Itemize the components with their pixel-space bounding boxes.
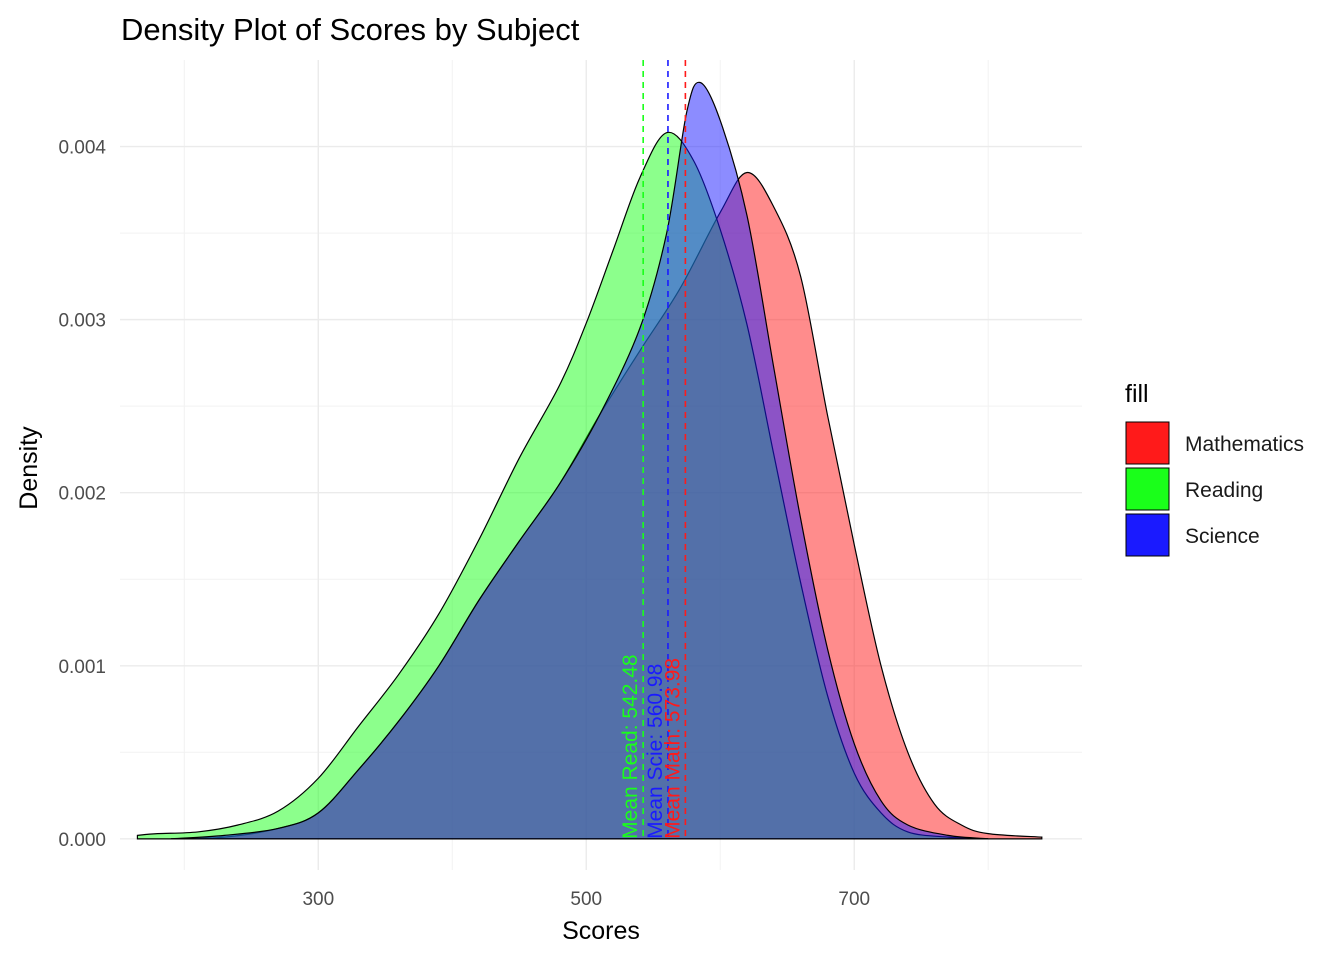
legend-swatch: [1125, 467, 1170, 511]
y-axis-title: Density: [15, 426, 43, 510]
mean-labels: Mean Math: 573.98 Mean Read: 542.48 Mean S…: [619, 654, 684, 838]
mean-label-mathematics: Mean Math: 573.98: [661, 658, 684, 839]
chart-title: Density Plot of Scores by Subject: [121, 12, 580, 47]
mean-label-science: Mean Scie: 560.98: [644, 664, 667, 839]
legend: fill Mathematics Reading Science: [1125, 380, 1304, 557]
mean-lines: [642, 60, 687, 839]
mean-label-reading: Mean Read: 542.48: [619, 654, 642, 838]
y-tick-label: 0.003: [58, 311, 106, 332]
legend-label: Mathematics: [1185, 433, 1304, 456]
x-tick-label: 500: [570, 889, 602, 910]
density-areas: [136, 81, 1043, 840]
legend-label: Reading: [1185, 479, 1263, 502]
density-area-science: [170, 81, 989, 840]
y-tick-label: 0.000: [58, 830, 106, 851]
legend-swatch: [1125, 421, 1170, 465]
legend-title: fill: [1125, 380, 1149, 408]
legend-label: Science: [1185, 525, 1260, 548]
x-tick-label: 300: [302, 889, 334, 910]
legend-item-science: Science: [1125, 513, 1260, 557]
x-tick-labels: 300 500 700: [302, 889, 870, 910]
legend-items: Mathematics Reading Science: [1125, 421, 1304, 557]
y-tick-labels: 0.000 0.001 0.002 0.003 0.004: [58, 138, 106, 851]
legend-item-mathematics: Mathematics: [1125, 421, 1304, 465]
legend-swatch: [1125, 513, 1170, 557]
y-tick-label: 0.004: [58, 138, 106, 159]
x-axis-title: Scores: [562, 917, 640, 945]
legend-item-reading: Reading: [1125, 467, 1263, 511]
x-tick-label: 700: [838, 889, 870, 910]
y-tick-label: 0.002: [58, 484, 106, 505]
y-tick-label: 0.001: [58, 657, 106, 678]
